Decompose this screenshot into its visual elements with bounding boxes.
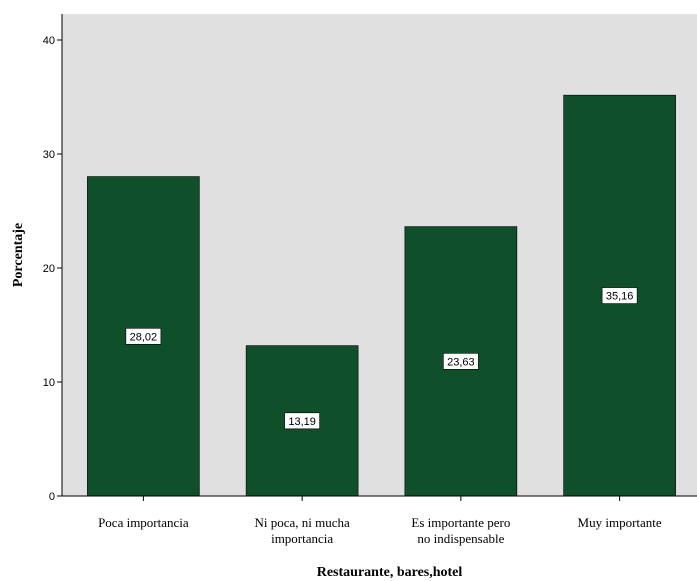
y-tick-label: 10	[43, 377, 55, 389]
svg-text:13,19: 13,19	[288, 416, 316, 428]
data-label: 23,63	[443, 353, 479, 370]
y-tick-label: 20	[43, 263, 55, 275]
x-tick-label: Es importante pero no indispensable	[411, 515, 510, 546]
data-label: 35,16	[601, 287, 638, 304]
data-label: 28,02	[125, 327, 162, 345]
y-axis: 0 10 20 30 40	[43, 14, 63, 503]
y-tick-label: 40	[43, 35, 55, 47]
y-tick-label: 30	[43, 149, 55, 161]
x-tick-label: Poca importancia	[98, 515, 189, 530]
y-axis-title: Porcentaje	[11, 223, 26, 287]
svg-text:23,63: 23,63	[447, 356, 475, 368]
x-tick-label: Ni poca, ni mucha importancia	[254, 515, 350, 546]
y-tick-label: 0	[49, 491, 55, 503]
svg-text:35,16: 35,16	[606, 291, 634, 303]
x-axis: Poca importancia Ni poca, ni mucha importa…	[62, 495, 697, 546]
x-axis-title: Restaurante, bares,hotel	[317, 565, 463, 580]
x-tick-label: Muy importante	[578, 515, 662, 530]
data-label: 13,19	[284, 412, 320, 430]
svg-text:28,02: 28,02	[130, 331, 158, 343]
data-labels-group: 28,02 13,19 23,63 35,16	[125, 287, 638, 430]
